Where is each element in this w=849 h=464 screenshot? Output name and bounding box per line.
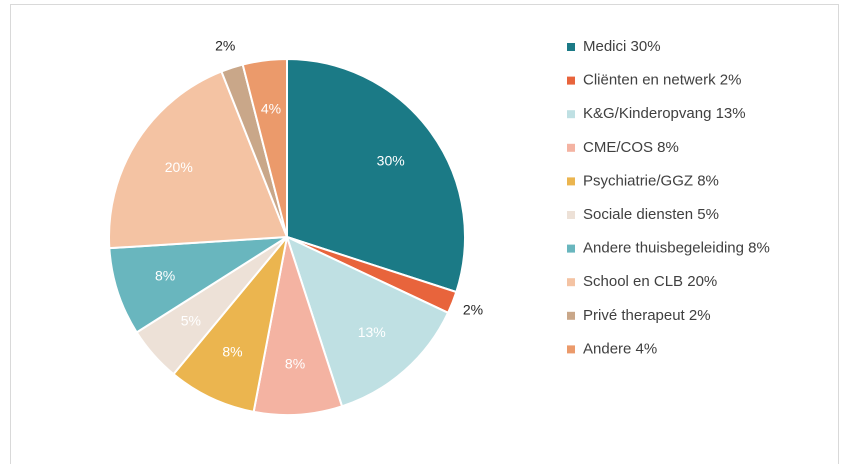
pie-slice — [172, 236, 288, 414]
legend-swatch — [567, 244, 575, 253]
legend-swatch — [567, 211, 575, 219]
data-label: 8% — [285, 356, 305, 372]
legend-swatch — [567, 110, 575, 119]
pie-slice — [285, 235, 450, 408]
legend-label: Andere 4% — [583, 340, 657, 357]
legend-label: Medici 30% — [583, 38, 661, 55]
legend-label: Privé therapeut 2% — [583, 307, 711, 324]
legend-swatch — [567, 76, 575, 85]
data-label: 20% — [165, 159, 193, 175]
legend-swatch — [567, 43, 575, 51]
legend-label: K&G/Kinderopvang 13% — [583, 105, 746, 122]
pie-slice — [241, 57, 288, 238]
legend-swatch — [567, 311, 575, 320]
legend-label: Psychiatrie/GGZ 8% — [583, 172, 719, 189]
legend-label: Andere thuisbegeleiding 8% — [583, 240, 770, 257]
pie-slice — [252, 236, 344, 416]
legend-label: Sociale diensten 5% — [583, 206, 719, 223]
data-label: 8% — [222, 344, 242, 360]
legend-swatch — [567, 278, 575, 287]
data-label: 13% — [358, 324, 386, 340]
pie-slice — [108, 70, 289, 250]
legend-swatch — [567, 345, 575, 354]
legend-swatch — [567, 177, 575, 186]
legend-label: Cliënten en netwerk 2% — [583, 72, 741, 89]
data-label: 5% — [181, 312, 201, 328]
data-label: 2% — [215, 37, 235, 53]
legend-label: School en CLB 20% — [583, 273, 717, 290]
pie-slice — [286, 57, 466, 294]
pie-slice — [108, 236, 288, 334]
legend-swatch — [567, 143, 575, 152]
legend-label: CME/COS 8% — [583, 139, 679, 156]
data-label: 30% — [377, 152, 405, 168]
data-label: 4% — [261, 101, 281, 117]
data-label: 8% — [155, 267, 175, 283]
data-label: 2% — [463, 301, 483, 317]
